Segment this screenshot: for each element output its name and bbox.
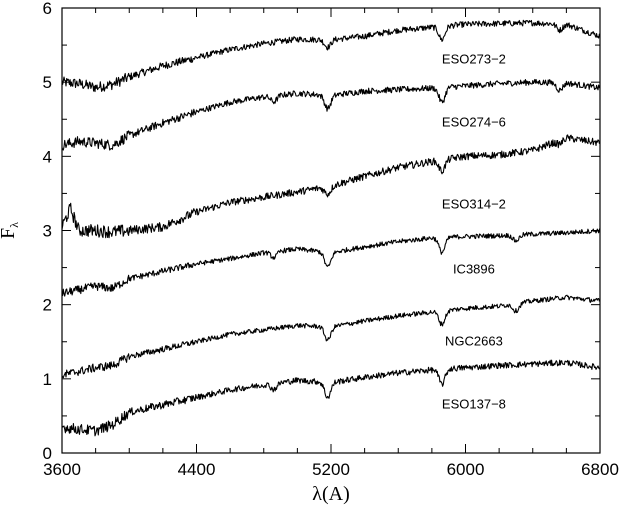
- spectrum-line-5: [61, 359, 601, 437]
- x-tick-label: 6800: [581, 460, 619, 479]
- y-tick-label: 0: [43, 444, 52, 463]
- spectrum-labels-group: ESO273−2 ESO274−6 ESO314−2 IC3896 NGC2663 ESO…: [442, 52, 506, 412]
- y-tick-label: 5: [43, 73, 52, 92]
- y-tick-label: 6: [43, 0, 52, 18]
- spectrum-label: ESO137−8: [442, 397, 506, 412]
- spectrum-line-1: [61, 78, 601, 151]
- spectrum-label: ESO314−2: [442, 196, 506, 211]
- y-tick-label: 1: [43, 370, 52, 389]
- spectrum-line-0: [61, 19, 601, 93]
- y-tick-label: 4: [43, 147, 52, 166]
- x-tick-label: 5200: [312, 460, 350, 479]
- spectrum-line-4: [61, 294, 601, 379]
- y-tick-label: 2: [43, 296, 52, 315]
- y-axis-label: Fλ: [0, 222, 21, 239]
- spectrum-line-3: [61, 228, 601, 297]
- x-tick-label: 4400: [178, 460, 216, 479]
- spectrum-label: IC3896: [453, 262, 495, 277]
- tick-labels-group: 3600 4400 5200 6000 6800 0 1 2 3 4 5 6: [43, 0, 619, 479]
- y-axis-label-main: F: [0, 228, 19, 239]
- spectrum-label: ESO274−6: [442, 115, 506, 130]
- y-axis-label-subscript: λ: [7, 222, 21, 228]
- spectrum-line-2: [61, 134, 601, 239]
- spectra-series-group: [61, 19, 601, 437]
- y-tick-label: 3: [43, 222, 52, 241]
- spectrum-label: NGC2663: [445, 333, 503, 348]
- plot-frame: [61, 7, 601, 454]
- x-tick-label: 3600: [43, 460, 81, 479]
- x-axis-label: λ(A): [312, 483, 349, 505]
- spectrum-label: ESO273−2: [442, 52, 506, 67]
- x-tick-label: 6000: [447, 460, 485, 479]
